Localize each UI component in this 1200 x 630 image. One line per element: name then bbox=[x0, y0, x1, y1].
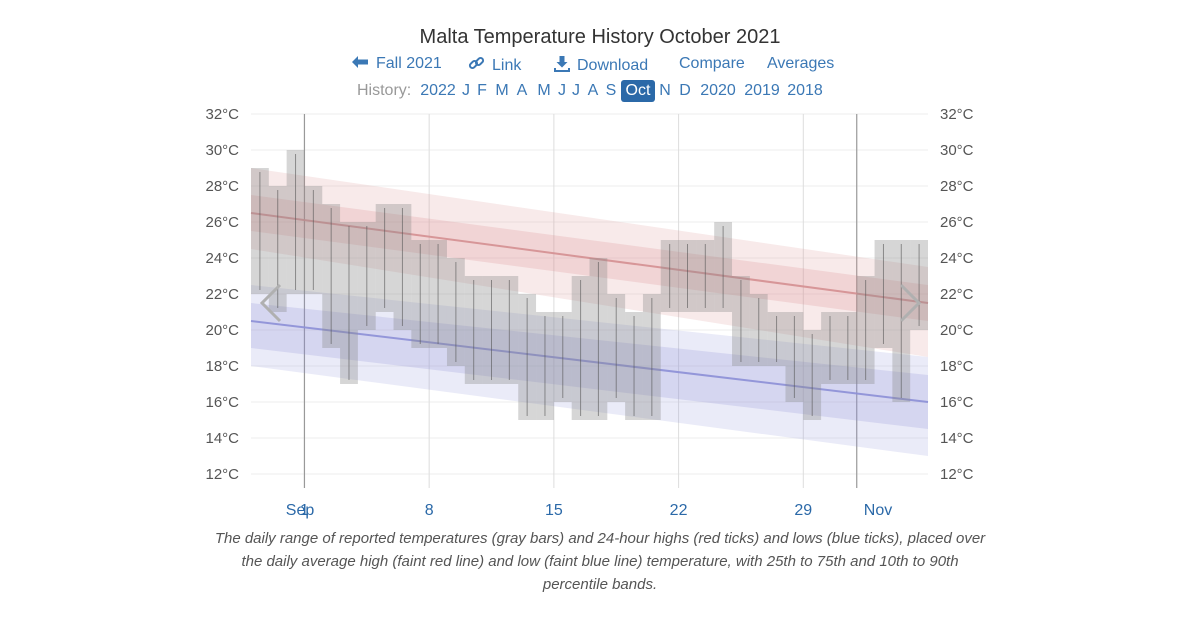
y-tick-label-right: 28°C bbox=[940, 178, 974, 195]
y-tick-label-left: 24°C bbox=[205, 250, 239, 267]
y-tick-label-right: 16°C bbox=[940, 394, 974, 411]
x-tick-label: 29 bbox=[794, 502, 812, 519]
link-button[interactable]: Link bbox=[468, 55, 521, 75]
y-tick-label-left: 26°C bbox=[205, 214, 239, 231]
y-tick-label-left: 14°C bbox=[205, 430, 239, 447]
history-link-aug[interactable]: A bbox=[587, 82, 599, 99]
avg-high-line bbox=[250, 212, 929, 304]
history-link-nov[interactable]: N bbox=[659, 82, 671, 99]
arrow-left-icon bbox=[352, 56, 368, 68]
download-label: Download bbox=[577, 57, 649, 74]
chevron-left-icon[interactable] bbox=[256, 283, 286, 323]
history-link-2018[interactable]: 2018 bbox=[787, 82, 823, 99]
y-tick-label-right: 20°C bbox=[940, 322, 974, 339]
history-link-oct-selected[interactable]: Oct bbox=[621, 80, 655, 102]
history-link-feb[interactable]: F bbox=[477, 82, 487, 99]
daily-range-bars bbox=[251, 150, 928, 420]
y-tick-label-left: 16°C bbox=[205, 394, 239, 411]
download-button[interactable]: Download bbox=[554, 55, 648, 75]
y-tick-label-left: 12°C bbox=[205, 466, 239, 483]
chart-gridlines bbox=[251, 113, 928, 488]
y-tick-label-left: 18°C bbox=[205, 358, 239, 375]
x-tick-label: 1 bbox=[300, 502, 309, 519]
x-tick-label: 15 bbox=[545, 502, 563, 519]
y-tick-label-right: 22°C bbox=[940, 286, 974, 303]
y-tick-label-right: 24°C bbox=[940, 250, 974, 267]
history-link-2020[interactable]: 2020 bbox=[700, 82, 736, 99]
y-tick-label-right: 26°C bbox=[940, 214, 974, 231]
y-axis-labels: 12°C 12°C 14°C 14°C 16°C 16°C 18°C 18°C 20°C 20°C… bbox=[205, 106, 973, 483]
compare-label: Compare bbox=[679, 55, 745, 72]
y-tick-label-right: 32°C bbox=[940, 106, 974, 123]
history-link-apr[interactable]: A bbox=[516, 82, 528, 99]
history-link-2019[interactable]: 2019 bbox=[744, 82, 780, 99]
history-link-may[interactable]: M bbox=[537, 82, 551, 99]
averages-link[interactable]: Averages bbox=[767, 55, 834, 73]
history-link-jul[interactable]: J bbox=[572, 82, 580, 99]
history-link-jan[interactable]: J bbox=[462, 82, 470, 99]
y-tick-label-right: 12°C bbox=[940, 466, 974, 483]
history-link-dec[interactable]: D bbox=[679, 82, 691, 99]
chevron-right-icon[interactable] bbox=[895, 283, 925, 323]
history-link-jun[interactable]: J bbox=[558, 82, 566, 99]
compare-link[interactable]: Compare bbox=[679, 55, 745, 73]
y-tick-label-left: 20°C bbox=[205, 322, 239, 339]
y-tick-label-right: 30°C bbox=[940, 142, 974, 159]
history-nav: History: 2022 J F M A M J J A S Oct N D … bbox=[0, 80, 1200, 102]
y-tick-label-left: 28°C bbox=[205, 178, 239, 195]
chart-actions: Fall 2021 Link Download Compare Averages bbox=[0, 55, 1200, 77]
x-tick-label: Nov bbox=[864, 502, 892, 519]
link-icon bbox=[468, 56, 485, 70]
page-title: Malta Temperature History October 2021 bbox=[419, 26, 781, 48]
x-tick-label: Sep bbox=[286, 502, 315, 519]
x-tick-label: 8 bbox=[425, 502, 434, 519]
avg-low-line bbox=[250, 320, 929, 403]
average-lines bbox=[250, 212, 929, 403]
history-label: History: bbox=[357, 82, 412, 99]
y-tick-label-left: 30°C bbox=[205, 142, 239, 159]
history-link-mar[interactable]: M bbox=[495, 82, 509, 99]
y-tick-label-right: 14°C bbox=[940, 430, 974, 447]
averages-label: Averages bbox=[767, 55, 835, 72]
temperature-chart: 12°C 12°C 14°C 14°C 16°C 16°C 18°C 18°C 20°C 20°C… bbox=[205, 106, 973, 519]
history-link-sep[interactable]: S bbox=[605, 82, 617, 99]
download-icon bbox=[554, 56, 570, 72]
y-tick-label-left: 32°C bbox=[205, 106, 239, 123]
link-label: Link bbox=[492, 57, 522, 74]
fall-2021-link[interactable]: Fall 2021 bbox=[351, 55, 442, 73]
x-tick-label: 22 bbox=[670, 502, 688, 519]
y-tick-label-right: 18°C bbox=[940, 358, 974, 375]
chart-caption: The daily range of reported temperatures… bbox=[214, 530, 986, 593]
y-tick-label-left: 22°C bbox=[205, 286, 239, 303]
fall-2021-label: Fall 2021 bbox=[376, 55, 442, 72]
history-link-2022[interactable]: 2022 bbox=[420, 82, 456, 99]
